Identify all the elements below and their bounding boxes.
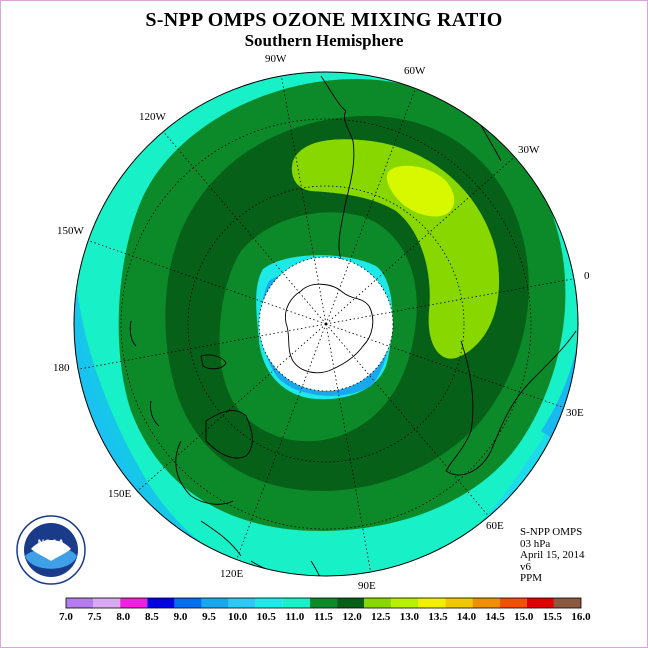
colorbar-swatch (472, 598, 500, 608)
product-info: S-NPP OMPS 03 hPa April 15, 2014 v6 PPM (520, 526, 585, 585)
map-boundary (73, 71, 579, 577)
colorbar-swatch (93, 598, 121, 608)
colorbar-swatch (201, 598, 229, 608)
lon-label-30e: 30E (566, 407, 584, 419)
info-instrument: S-NPP OMPS (520, 526, 583, 538)
colorbar-swatch (445, 598, 473, 608)
graticule (74, 73, 578, 575)
colorbar-tick-label: 7.0 (59, 611, 73, 623)
noaa-logo-text: NOAA (38, 538, 65, 548)
colorbar-tick-label: 8.0 (116, 611, 130, 623)
colorbar-tick-label: 11.0 (286, 611, 305, 623)
colorbar-tick-label: 13.5 (428, 611, 448, 623)
colorbar-swatch (147, 598, 175, 608)
page-title: S-NPP OMPS OZONE MIXING RATIO (145, 9, 503, 31)
lon-label-120w: 120W (139, 111, 167, 123)
colorbar-swatch (309, 598, 338, 608)
colorbar-swatch (499, 598, 527, 608)
lon-label-150w: 150W (57, 225, 85, 237)
lon-label-30w: 30W (518, 144, 540, 156)
lon-label-120e: 120E (220, 568, 244, 580)
colorbar-tick-label: 14.0 (457, 611, 477, 623)
colorbar-swatch (228, 598, 256, 608)
colorbar-swatch (174, 598, 202, 608)
colorbar-swatch (526, 598, 554, 608)
colorbar-tick-label: 12.5 (371, 611, 391, 623)
lon-label-0: 0 (584, 270, 590, 282)
colorbar-tick-label: 15.5 (543, 611, 563, 623)
info-units: PPM (520, 572, 543, 584)
colorbar-swatch (391, 598, 419, 608)
page-subtitle: Southern Hemisphere (244, 31, 404, 50)
colorbar-tick-label: 9.5 (202, 611, 216, 623)
colorbar-swatch (120, 598, 148, 608)
colorbar-swatch (418, 598, 446, 608)
colorbar-swatch (282, 598, 310, 608)
colorbar-tick-label: 14.5 (486, 611, 506, 623)
ozone-field-band-13-0 (386, 165, 455, 217)
colorbar-swatch (66, 598, 94, 608)
lon-label-90e: 90E (358, 580, 376, 592)
coastlines (129, 75, 577, 576)
colorbar-tick-label: 7.5 (88, 611, 102, 623)
colorbar-tick-label: 8.5 (145, 611, 159, 623)
colorbar-tick-label: 9.0 (174, 611, 188, 623)
colorbar-swatch (364, 598, 392, 608)
lon-label-180: 180 (53, 362, 70, 374)
colorbar-tick-label: 15.0 (514, 611, 534, 623)
colorbar-tick-label: 11.5 (314, 611, 333, 623)
colorbar-tick-label: 16.0 (571, 611, 591, 623)
lon-label-90w: 90W (265, 53, 287, 65)
colorbar-tick-label: 13.0 (400, 611, 420, 623)
info-date: April 15, 2014 (520, 549, 585, 561)
colorbar-border (65, 597, 582, 609)
colorbar-tick-label: 10.5 (257, 611, 277, 623)
colorbar-tick-label: 10.0 (228, 611, 248, 623)
noaa-logo: NOAA (16, 515, 86, 585)
colorbar-swatch (337, 598, 365, 608)
colorbar-swatch (255, 598, 283, 608)
lon-label-150e: 150E (108, 488, 132, 500)
info-level: 03 hPa (520, 537, 551, 550)
colorbar-swatch (553, 598, 581, 608)
colorbar-tick-label: 12.0 (342, 611, 362, 623)
lon-label-60e: 60E (486, 520, 504, 532)
lon-label-60w: 60W (404, 65, 426, 77)
info-version: v6 (520, 560, 531, 573)
